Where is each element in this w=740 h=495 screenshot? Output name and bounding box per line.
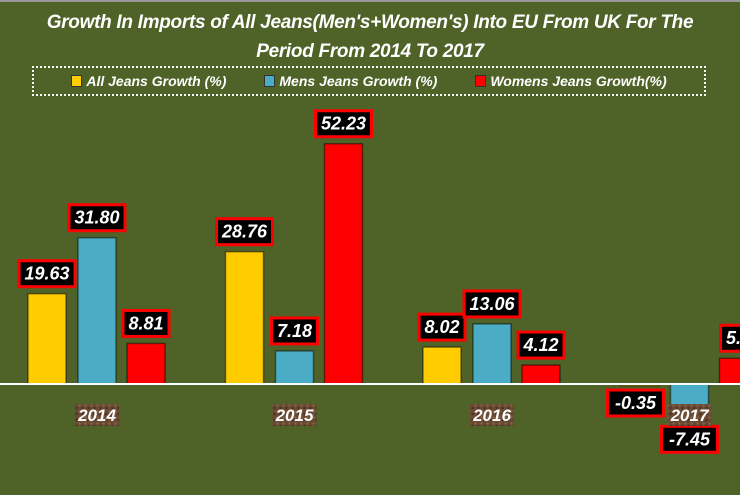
bar (127, 343, 165, 384)
data-label: 19.63 (24, 264, 69, 284)
x-tick-label: 2017 (670, 406, 710, 425)
x-tick-label: 2014 (77, 406, 116, 425)
bar (522, 365, 560, 384)
data-label: 4.12 (522, 335, 558, 355)
data-label: 13.06 (469, 294, 515, 314)
data-label: -7.45 (669, 429, 711, 449)
bar (276, 351, 314, 384)
bar (325, 144, 363, 384)
bar (473, 324, 511, 384)
bar (423, 347, 461, 384)
data-label: -0.35 (615, 393, 657, 413)
data-label: 5.6 (726, 328, 740, 348)
x-tick-label: 2015 (275, 406, 314, 425)
bar (28, 294, 66, 384)
data-label: 52.23 (321, 114, 366, 134)
bar (226, 252, 264, 384)
data-label: 8.81 (128, 313, 163, 333)
data-label: 31.80 (74, 208, 119, 228)
bar (78, 238, 116, 384)
x-tick-label: 2016 (472, 406, 511, 425)
data-label: 8.02 (424, 317, 459, 337)
data-label: 28.76 (221, 222, 268, 242)
data-label: 7.18 (277, 321, 312, 341)
bar (720, 358, 740, 384)
